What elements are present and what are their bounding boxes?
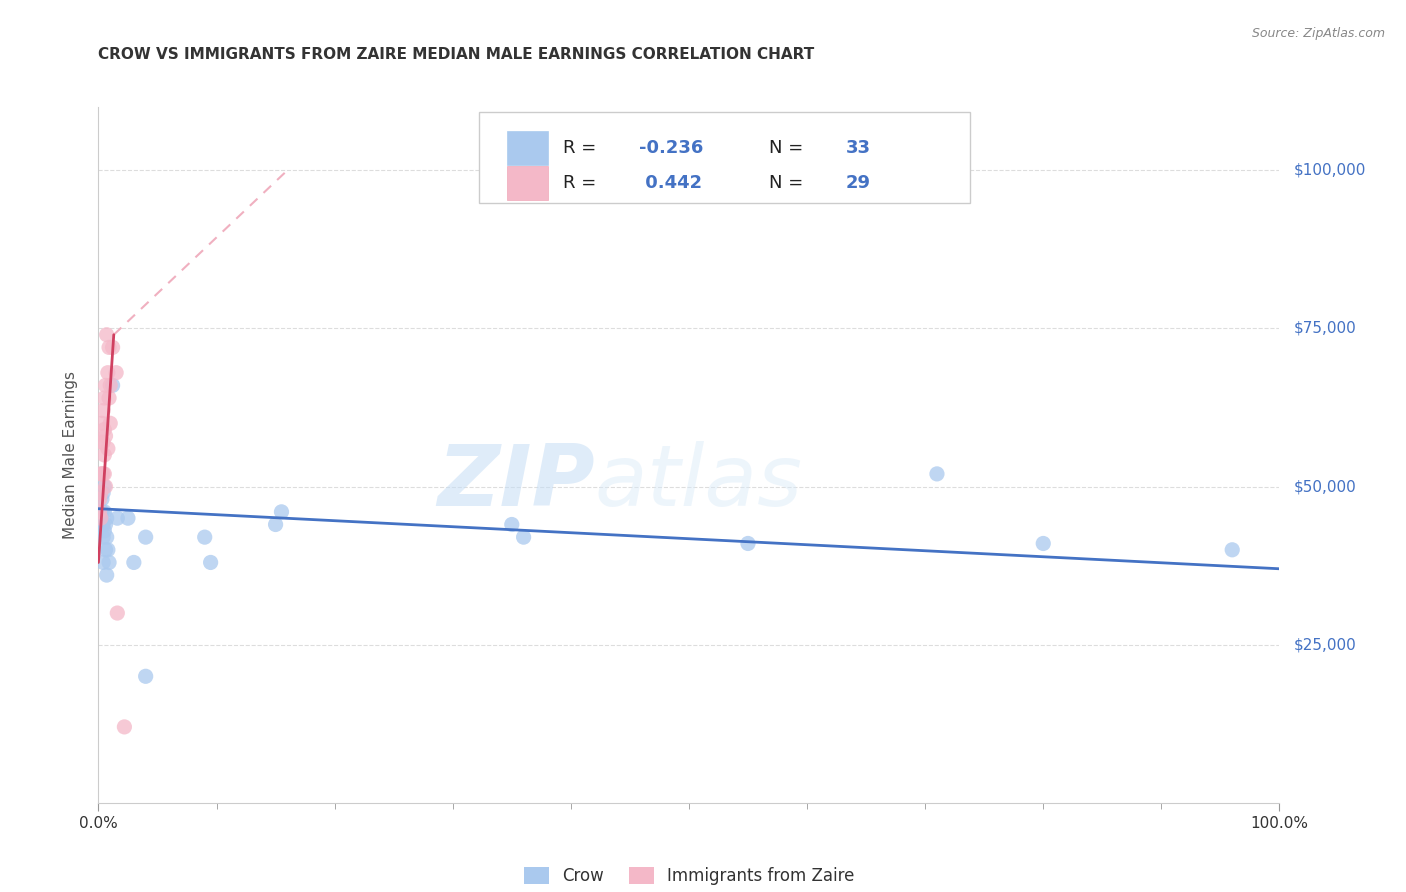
Point (94, 517, 117, 532)
Point (93, 467, 115, 481)
Point (96, 530, 118, 544)
Point (90, 511, 112, 525)
Point (94, 378, 117, 392)
Point (117, 511, 139, 525)
Point (501, 517, 523, 532)
Point (98, 417, 121, 431)
Point (90, 467, 112, 481)
Point (91, 417, 114, 431)
Point (91, 435, 114, 450)
Point (91, 467, 114, 481)
Point (925, 467, 948, 481)
Point (264, 517, 287, 532)
Point (105, 366, 128, 380)
Text: R =: R = (562, 139, 602, 157)
Point (96, 568, 118, 582)
Point (94, 542, 117, 557)
Point (98, 378, 121, 392)
Legend: Crow, Immigrants from Zaire: Crow, Immigrants from Zaire (523, 867, 855, 885)
Point (91, 403, 114, 417)
Text: atlas: atlas (595, 442, 803, 524)
Point (91, 467, 114, 481)
Point (94, 429, 117, 443)
Point (105, 606, 128, 620)
Point (91, 505, 114, 519)
Text: $75,000: $75,000 (1294, 321, 1357, 336)
Point (89, 492, 111, 507)
Text: 33: 33 (846, 139, 872, 157)
Text: N =: N = (769, 139, 810, 157)
Text: CROW VS IMMIGRANTS FROM ZAIRE MEDIAN MALE EARNINGS CORRELATION CHART: CROW VS IMMIGRANTS FROM ZAIRE MEDIAN MAL… (98, 47, 814, 62)
Text: $100,000: $100,000 (1294, 163, 1365, 178)
Point (93, 479, 115, 493)
Point (94, 479, 117, 493)
Point (200, 556, 222, 570)
Point (90, 486, 112, 500)
Text: $25,000: $25,000 (1294, 637, 1357, 652)
Point (97, 542, 120, 557)
Point (91, 517, 114, 532)
Text: R =: R = (562, 174, 602, 192)
Point (101, 378, 124, 392)
Point (91, 517, 114, 532)
Point (91, 435, 114, 450)
Point (98, 556, 121, 570)
FancyBboxPatch shape (508, 167, 548, 200)
FancyBboxPatch shape (508, 131, 548, 165)
Point (98, 391, 121, 405)
Text: ZIP: ZIP (437, 442, 595, 524)
Point (135, 530, 157, 544)
Text: 29: 29 (846, 174, 872, 192)
Point (135, 669, 157, 683)
Point (97, 366, 120, 380)
FancyBboxPatch shape (478, 112, 970, 203)
Point (122, 556, 145, 570)
Point (270, 505, 292, 519)
Point (89, 505, 111, 519)
Y-axis label: Median Male Earnings: Median Male Earnings (63, 371, 77, 539)
Text: $50,000: $50,000 (1294, 479, 1357, 494)
Point (1032, 536, 1054, 550)
Point (97, 442, 120, 456)
Text: Source: ZipAtlas.com: Source: ZipAtlas.com (1251, 27, 1385, 40)
Point (101, 340, 124, 354)
Point (105, 511, 128, 525)
Point (512, 530, 534, 544)
Point (93, 391, 115, 405)
Point (96, 327, 118, 342)
Point (91, 486, 114, 500)
Point (91, 556, 114, 570)
Point (91, 492, 114, 507)
Text: -0.236: -0.236 (640, 139, 704, 157)
Text: N =: N = (769, 174, 810, 192)
Point (112, 720, 135, 734)
Point (98, 340, 121, 354)
Text: 0.442: 0.442 (640, 174, 703, 192)
Point (93, 524, 115, 538)
Point (93, 423, 115, 437)
Point (93, 448, 115, 462)
Point (737, 536, 759, 550)
Point (1220, 542, 1243, 557)
Point (96, 511, 118, 525)
Point (194, 530, 217, 544)
Point (93, 505, 115, 519)
Point (91, 530, 114, 544)
